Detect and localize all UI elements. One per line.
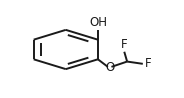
Text: F: F <box>121 38 128 51</box>
Text: F: F <box>145 57 152 70</box>
Text: O: O <box>105 61 115 74</box>
Text: OH: OH <box>90 16 108 29</box>
